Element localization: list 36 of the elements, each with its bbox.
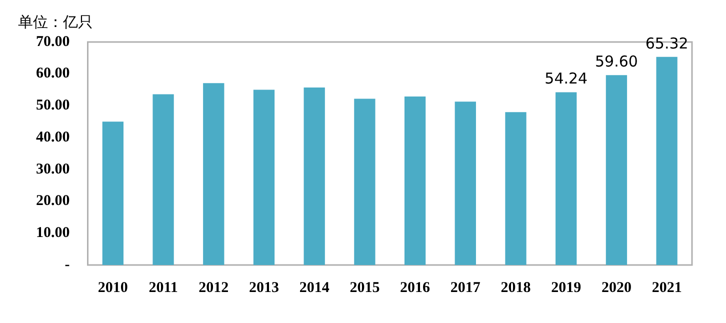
bar <box>556 92 577 265</box>
bar <box>606 75 628 265</box>
x-tick-label: 2021 <box>652 280 682 296</box>
x-tick-label: 2011 <box>148 280 178 296</box>
bar <box>454 102 476 265</box>
y-tick-label: 60.00 <box>36 66 70 82</box>
y-tick-label: 20.00 <box>36 193 70 210</box>
y-tick-label: 50.00 <box>36 98 70 114</box>
x-tick-label: 2014 <box>299 280 330 296</box>
bar <box>354 98 376 265</box>
y-tick-label: 10.00 <box>36 225 70 242</box>
chart-title: 单位：亿只 <box>18 12 93 31</box>
x-tick-label: 2016 <box>400 280 431 296</box>
y-tick-label: 40.00 <box>36 129 70 146</box>
y-tick-label: - <box>64 256 70 273</box>
x-tick-label: 2010 <box>98 280 128 296</box>
y-tick-label: 30.00 <box>36 161 70 178</box>
bar <box>304 88 325 265</box>
data-label: 59.60 <box>594 52 638 71</box>
x-tick-label: 2012 <box>198 280 229 296</box>
x-tick-label: 2020 <box>601 280 632 296</box>
x-tick-label: 2015 <box>350 280 380 296</box>
bar <box>404 96 426 265</box>
x-tick-label: 2017 <box>450 280 481 296</box>
y-tick-label: 70.00 <box>36 34 70 50</box>
x-tick-label: 2013 <box>248 280 279 296</box>
x-tick-label: 2019 <box>551 280 582 296</box>
x-tick-label: 2018 <box>500 280 531 296</box>
bar <box>203 83 224 265</box>
bar <box>102 122 124 265</box>
bar <box>656 56 678 265</box>
bar <box>253 90 275 265</box>
bar <box>505 112 526 265</box>
data-label: 65.32 <box>645 34 688 52</box>
bar <box>152 94 174 265</box>
data-label: 54.24 <box>544 70 588 88</box>
